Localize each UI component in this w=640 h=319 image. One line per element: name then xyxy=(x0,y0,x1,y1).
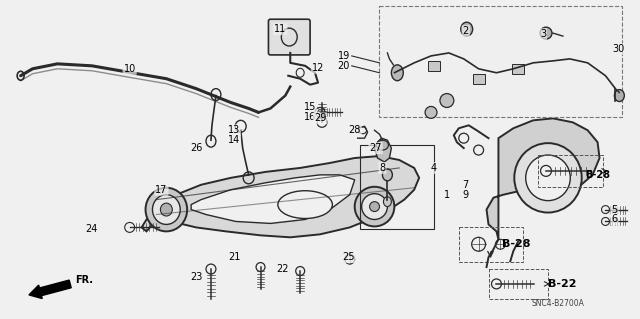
Ellipse shape xyxy=(525,155,570,201)
Ellipse shape xyxy=(256,263,265,271)
Ellipse shape xyxy=(376,140,388,150)
FancyBboxPatch shape xyxy=(428,61,440,71)
Ellipse shape xyxy=(541,166,552,176)
FancyBboxPatch shape xyxy=(512,64,524,74)
Text: 28: 28 xyxy=(349,125,361,135)
Ellipse shape xyxy=(392,65,403,81)
Text: 14: 14 xyxy=(228,135,240,145)
Text: 7: 7 xyxy=(463,180,469,190)
Text: 2: 2 xyxy=(463,26,469,36)
FancyBboxPatch shape xyxy=(268,19,310,55)
Polygon shape xyxy=(374,138,392,162)
Ellipse shape xyxy=(540,27,552,39)
Ellipse shape xyxy=(145,188,187,231)
Text: 9: 9 xyxy=(463,190,468,200)
Text: 10: 10 xyxy=(124,64,136,74)
Text: 12: 12 xyxy=(312,63,324,73)
Ellipse shape xyxy=(355,187,394,226)
Ellipse shape xyxy=(602,218,609,226)
Ellipse shape xyxy=(492,279,501,289)
Text: 3: 3 xyxy=(540,29,546,39)
Ellipse shape xyxy=(161,203,172,216)
Polygon shape xyxy=(486,118,600,239)
Polygon shape xyxy=(141,156,419,237)
Text: 19: 19 xyxy=(338,51,350,61)
Text: 25: 25 xyxy=(342,252,355,262)
Text: 30: 30 xyxy=(612,44,625,54)
Text: 24: 24 xyxy=(85,224,97,234)
Text: 1: 1 xyxy=(444,190,450,200)
Ellipse shape xyxy=(614,90,625,101)
Text: 26: 26 xyxy=(190,143,202,153)
Ellipse shape xyxy=(152,195,180,225)
Ellipse shape xyxy=(317,117,327,127)
Text: SNC4-B2700A: SNC4-B2700A xyxy=(531,299,584,308)
Text: 11: 11 xyxy=(274,24,287,34)
Text: 23: 23 xyxy=(190,272,202,282)
Text: 27: 27 xyxy=(369,143,382,153)
Polygon shape xyxy=(191,175,355,223)
Text: 21: 21 xyxy=(228,252,241,262)
Ellipse shape xyxy=(383,197,392,207)
FancyArrow shape xyxy=(29,280,71,299)
Text: 16: 16 xyxy=(304,112,316,122)
Ellipse shape xyxy=(602,205,609,213)
Ellipse shape xyxy=(369,202,380,211)
Text: FR.: FR. xyxy=(75,275,93,285)
Text: 15: 15 xyxy=(304,102,316,113)
Ellipse shape xyxy=(440,93,454,108)
Text: B-22: B-22 xyxy=(548,279,577,289)
Text: 8: 8 xyxy=(380,163,385,173)
Text: B-28: B-28 xyxy=(585,170,610,180)
Ellipse shape xyxy=(278,191,332,219)
Text: B-28: B-28 xyxy=(502,239,531,249)
Ellipse shape xyxy=(315,108,325,117)
Ellipse shape xyxy=(515,143,582,212)
Text: 20: 20 xyxy=(338,61,350,71)
Text: 5: 5 xyxy=(611,204,618,215)
Text: 22: 22 xyxy=(276,264,289,274)
FancyBboxPatch shape xyxy=(380,6,622,117)
Text: 29: 29 xyxy=(314,113,326,123)
Ellipse shape xyxy=(362,194,387,219)
Ellipse shape xyxy=(461,22,473,36)
FancyBboxPatch shape xyxy=(473,74,484,84)
Ellipse shape xyxy=(425,107,437,118)
Text: 17: 17 xyxy=(156,185,168,195)
Ellipse shape xyxy=(383,169,392,181)
Text: 4: 4 xyxy=(431,163,437,173)
Ellipse shape xyxy=(296,267,305,276)
Text: 6: 6 xyxy=(611,214,618,225)
Ellipse shape xyxy=(125,222,134,232)
Text: 13: 13 xyxy=(228,125,240,135)
Ellipse shape xyxy=(206,264,216,274)
